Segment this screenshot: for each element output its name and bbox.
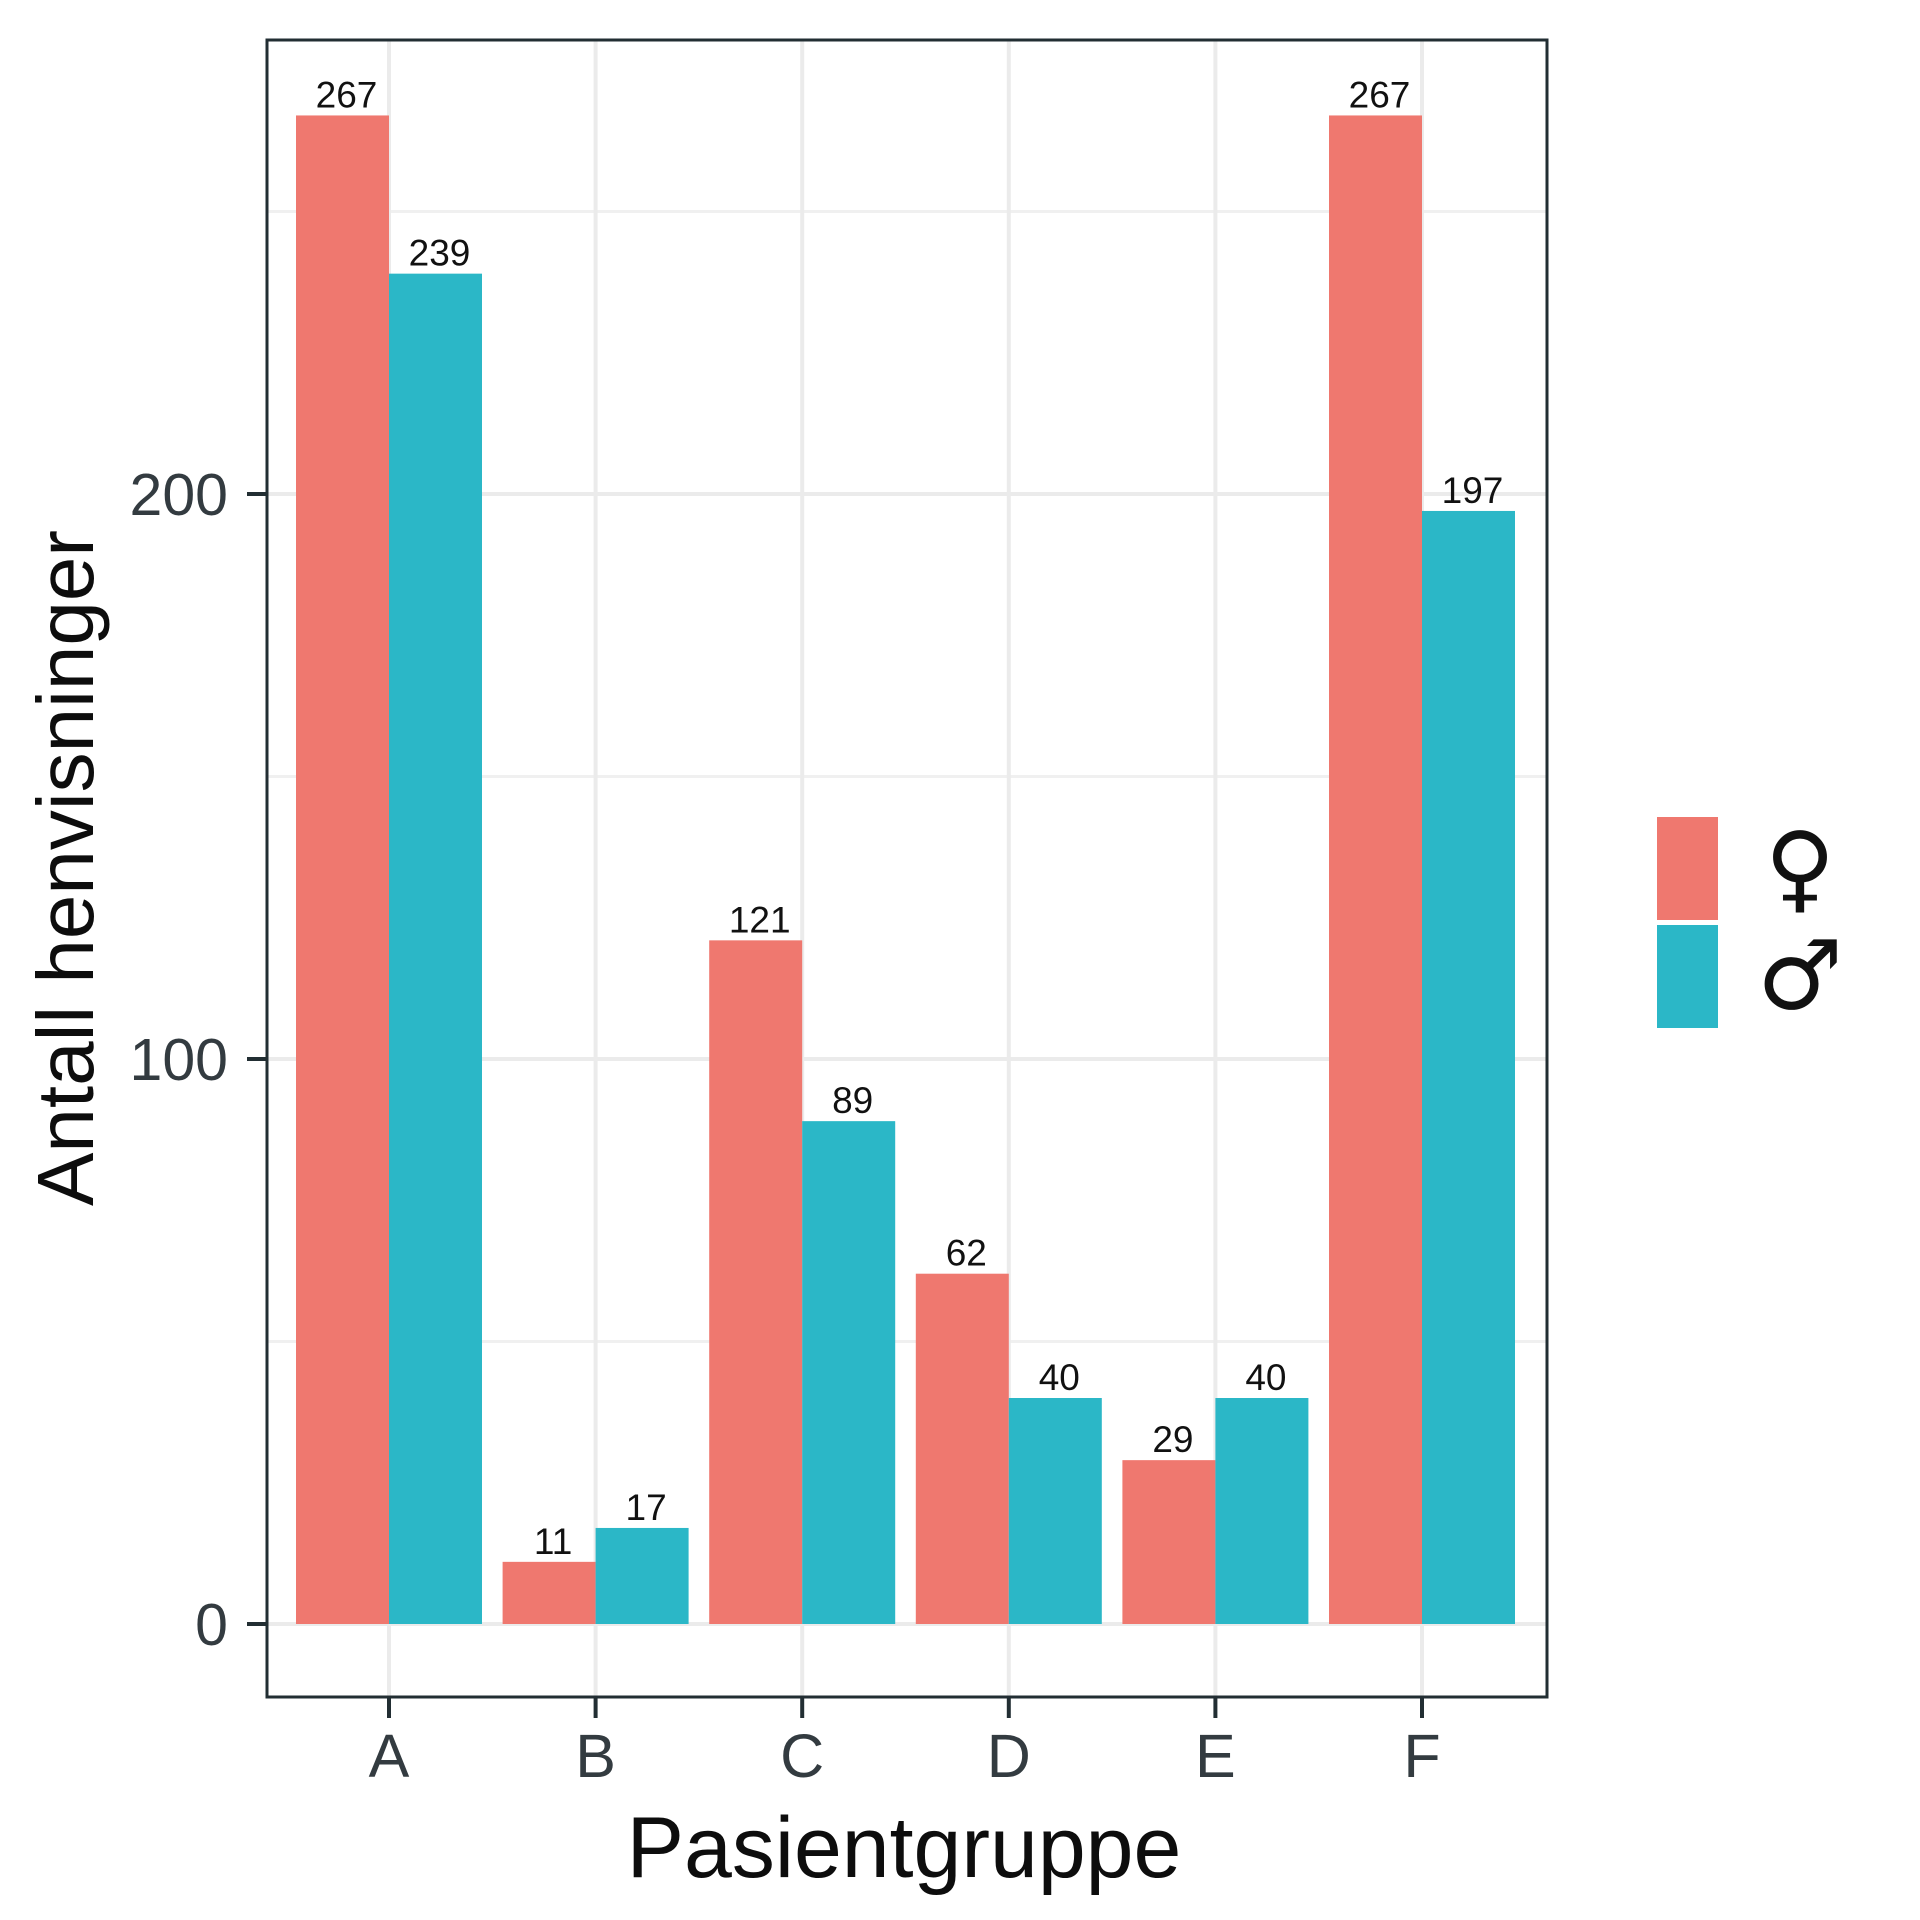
data-label: 40 [1245, 1357, 1286, 1398]
bar-A-female [296, 115, 389, 1625]
x-tick-label: D [987, 1722, 1031, 1790]
data-label: 40 [1039, 1357, 1080, 1398]
x-tick-label: C [780, 1722, 824, 1790]
bars [296, 115, 1515, 1625]
data-label: 121 [729, 899, 791, 940]
data-label: 197 [1442, 470, 1504, 511]
y-tick-label: 200 [130, 462, 228, 528]
x-tick-label: F [1403, 1722, 1440, 1790]
x-tick-label: B [575, 1722, 616, 1790]
x-tick-label: E [1195, 1722, 1236, 1790]
legend-key-female [1657, 817, 1718, 920]
data-label: 29 [1152, 1419, 1193, 1460]
data-label: 17 [626, 1487, 667, 1528]
bar-E-female [1122, 1460, 1216, 1624]
bar-F-female [1329, 115, 1422, 1625]
bar-A-male [389, 273, 482, 1624]
data-label: 11 [534, 1521, 572, 1562]
bar-F-male [1422, 510, 1515, 1625]
data-label: 239 [409, 233, 471, 274]
male-symbol-icon: ♂ [1757, 920, 1843, 1032]
data-label: 267 [316, 74, 378, 115]
y-axis-title: Antall henvisninger [21, 530, 110, 1206]
bar-C-male [802, 1121, 896, 1624]
y-tick-label: 100 [130, 1027, 228, 1093]
bar-D-male [1008, 1398, 1102, 1624]
x-tick-label: A [369, 1722, 410, 1790]
bar-E-male [1215, 1398, 1309, 1624]
data-label: 62 [946, 1233, 987, 1274]
data-label: 267 [1349, 74, 1411, 115]
bar-D-female [915, 1273, 1009, 1624]
bar-B-male [595, 1527, 689, 1624]
value-labels: 267 239 11 17 121 89 62 40 29 40 267 197 [316, 74, 1504, 1561]
data-label: 89 [832, 1080, 873, 1121]
y-tick-label: 0 [195, 1592, 228, 1658]
x-axis-title: Pasientgruppe [627, 1800, 1182, 1896]
legend: ♀♂ [1657, 812, 1843, 1032]
female-symbol-icon: ♀ [1765, 812, 1835, 924]
legend-key-male [1657, 925, 1718, 1028]
bar-C-female [709, 940, 803, 1624]
y-axis: 0 100 200 [130, 462, 267, 1658]
bar-B-female [502, 1561, 596, 1624]
panel-border [265, 38, 1549, 1699]
x-axis: A B C D E F [369, 1697, 1441, 1790]
